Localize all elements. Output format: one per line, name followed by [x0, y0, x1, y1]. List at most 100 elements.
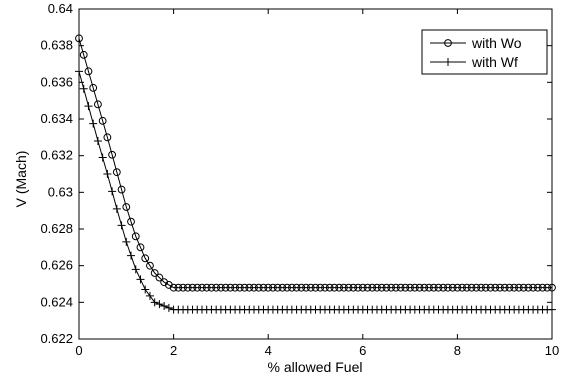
x-tick-label: 4	[265, 343, 272, 358]
data-point	[491, 283, 500, 292]
legend-plus-marker	[444, 58, 452, 66]
data-point	[406, 283, 415, 292]
y-tick-label: 0.626	[40, 258, 73, 273]
data-point	[198, 283, 206, 292]
data-point	[335, 283, 344, 292]
data-point	[250, 283, 258, 292]
data-point	[306, 283, 315, 292]
data-point	[112, 204, 121, 213]
data-point	[425, 283, 433, 292]
data-point	[292, 283, 301, 292]
y-tick-label: 0.64	[48, 1, 73, 16]
data-point	[486, 283, 495, 292]
data-point	[84, 67, 93, 76]
data-point	[179, 283, 187, 292]
data-point	[302, 283, 310, 292]
data-point	[183, 283, 192, 292]
data-point	[325, 283, 334, 292]
data-point	[415, 283, 424, 292]
data-point	[533, 283, 542, 292]
data-point	[500, 283, 509, 292]
legend-box	[421, 29, 548, 75]
data-point	[84, 102, 93, 111]
x-tick-label: 10	[545, 343, 559, 358]
data-point	[79, 84, 88, 93]
data-point	[146, 261, 154, 270]
data-point	[358, 283, 367, 292]
data-point	[89, 119, 98, 128]
data-point	[217, 283, 225, 292]
legend-label: with Wo	[471, 35, 522, 51]
data-point	[94, 100, 102, 109]
data-point	[538, 283, 547, 292]
data-point	[127, 217, 135, 226]
data-point	[240, 283, 249, 292]
data-point	[439, 283, 448, 292]
data-point	[392, 283, 400, 292]
x-tick-label: 2	[170, 343, 177, 358]
data-point	[481, 283, 490, 292]
data-point	[136, 243, 145, 252]
data-point	[150, 269, 159, 277]
data-point	[420, 283, 429, 292]
data-point	[212, 283, 221, 292]
data-point	[311, 283, 320, 292]
data-point	[524, 283, 533, 292]
data-point	[316, 283, 325, 292]
data-point	[458, 283, 467, 292]
legend: with Wo with Wf	[421, 29, 548, 75]
y-tick-label: 0.636	[40, 74, 73, 89]
y-tick-label: 0.624	[40, 294, 73, 309]
series-with-wf	[75, 67, 556, 314]
data-point	[510, 283, 519, 292]
data-point	[174, 283, 183, 292]
data-point	[354, 283, 362, 292]
data-point	[448, 283, 457, 292]
data-point	[505, 283, 514, 292]
data-point	[150, 298, 159, 307]
data-point	[103, 133, 112, 142]
data-point	[226, 283, 235, 292]
data-point	[108, 187, 117, 196]
data-point	[79, 50, 88, 59]
data-point	[188, 283, 197, 292]
data-point	[368, 283, 377, 292]
data-point	[117, 185, 126, 194]
data-point	[444, 283, 452, 292]
series-line	[78, 71, 552, 311]
data-point	[519, 283, 528, 292]
y-tick-label: 0.63	[48, 184, 73, 199]
data-point	[410, 283, 419, 292]
data-point	[145, 291, 154, 300]
data-point	[122, 237, 131, 246]
data-point	[377, 283, 386, 292]
x-tick-label: 8	[454, 343, 461, 358]
legend-label: with Wf	[471, 54, 518, 70]
y-axis-title: V (Mach)	[13, 151, 29, 208]
y-tick-label: 0.638	[40, 38, 73, 53]
data-point	[89, 83, 98, 92]
data-point	[339, 283, 348, 292]
data-point	[155, 300, 164, 309]
y-tick-label: 0.628	[40, 221, 73, 236]
data-point	[141, 285, 150, 294]
data-point	[164, 303, 173, 312]
data-point	[98, 116, 107, 125]
data-point	[297, 283, 306, 292]
data-point	[136, 275, 145, 284]
data-point	[283, 283, 292, 292]
data-point	[344, 283, 353, 292]
data-point	[155, 273, 164, 282]
series-with-wo	[75, 34, 556, 292]
data-point	[131, 232, 140, 241]
y-tick-label: 0.634	[40, 111, 73, 126]
data-point	[269, 283, 277, 292]
data-point	[160, 302, 169, 310]
x-tick-label: 6	[359, 343, 366, 358]
data-point	[349, 283, 358, 292]
data-point	[202, 283, 211, 292]
data-point	[221, 283, 230, 292]
y-tick-label: 0.632	[40, 148, 73, 163]
data-point	[496, 283, 504, 292]
